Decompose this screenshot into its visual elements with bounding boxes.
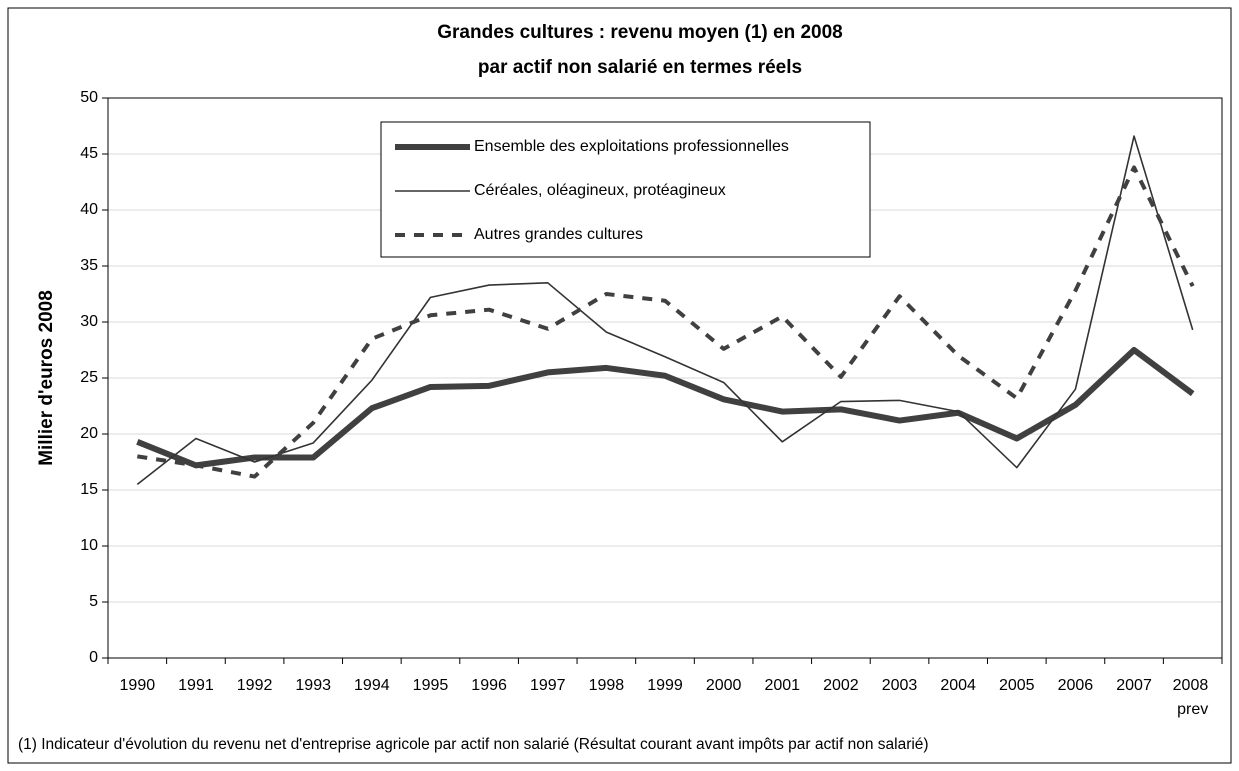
- x-tick-label: 1991: [178, 677, 214, 694]
- y-tick-label: 30: [80, 313, 98, 330]
- y-tick-label: 10: [80, 537, 98, 554]
- x-tick-label: 2001: [764, 677, 800, 694]
- x-tick-label: 2004: [940, 677, 976, 694]
- x-tick-label: 1992: [237, 677, 273, 694]
- x-tick-label: 1998: [589, 677, 625, 694]
- series-line: [136, 347, 1195, 469]
- x-tick-label: 2003: [882, 677, 918, 694]
- legend-label: Céréales, oléagineux, protéagineux: [474, 182, 726, 199]
- footnote: (1) Indicateur d'évolution du revenu net…: [18, 736, 929, 753]
- x-tick-label: 1994: [354, 677, 390, 694]
- series-line: [137, 165, 1195, 479]
- y-tick-label: 0: [89, 649, 98, 666]
- y-tick-label: 35: [80, 257, 98, 274]
- x-tick-label: 1996: [471, 677, 507, 694]
- x-tick-label: 1993: [295, 677, 331, 694]
- y-tick-label: 50: [80, 89, 98, 106]
- plot-area: [107, 97, 1223, 659]
- x-tick-label: 1999: [647, 677, 683, 694]
- x-tick-label: 1997: [530, 677, 566, 694]
- x-tick-label: 2000: [706, 677, 742, 694]
- y-tick-label: 45: [80, 145, 98, 162]
- legend-label: Ensemble des exploitations professionnel…: [474, 138, 789, 155]
- y-tick-label: 20: [80, 425, 98, 442]
- chart-title: Grandes cultures : revenu moyen (1) en 2…: [437, 22, 843, 43]
- x-tick-label: 2005: [999, 677, 1035, 694]
- chart-border: [7, 7, 1232, 764]
- series-line: [136, 135, 1194, 486]
- x-tick-label: 2008 prev: [1173, 677, 1213, 718]
- y-tick-label: 40: [80, 201, 98, 218]
- y-tick-label: 25: [80, 369, 98, 386]
- chart-subtitle: par actif non salarié en termes réels: [478, 57, 802, 78]
- x-tick-label: 2007: [1116, 677, 1152, 694]
- x-tick-label: 1995: [413, 677, 449, 694]
- y-axis-label: Millier d'euros 2008: [36, 290, 57, 466]
- x-tick-label: 2006: [1058, 677, 1094, 694]
- legend-label: Autres grandes cultures: [474, 226, 643, 243]
- y-tick-label: 5: [89, 593, 98, 610]
- x-tick-label: 2002: [823, 677, 859, 694]
- y-tick-label: 15: [80, 481, 98, 498]
- x-tick-label: 1990: [120, 677, 156, 694]
